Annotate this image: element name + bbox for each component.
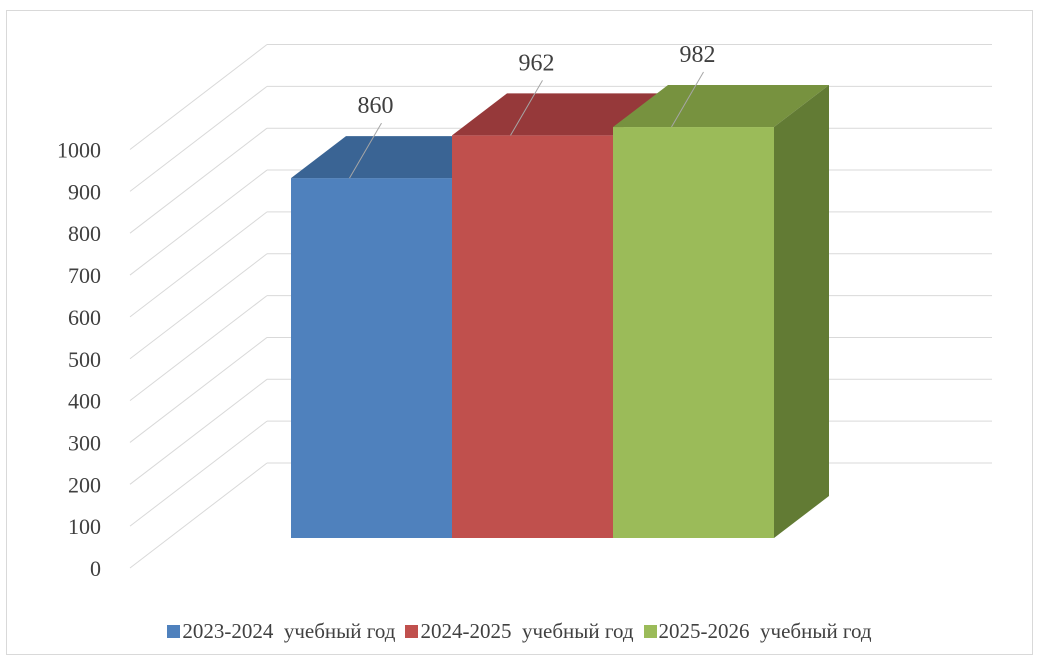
gridline-side-800 bbox=[129, 127, 268, 234]
bar-side-series-3 bbox=[774, 85, 829, 539]
y-tick-label-700: 700 bbox=[68, 263, 101, 288]
gridline-side-1000 bbox=[129, 44, 268, 150]
bar-top-series-3 bbox=[613, 85, 829, 128]
bar-front-series-2 bbox=[452, 135, 613, 538]
y-tick-label-1000: 1000 bbox=[57, 138, 101, 163]
gridline-side-900 bbox=[129, 85, 268, 192]
y-tick-label-300: 300 bbox=[68, 430, 101, 455]
data-label-series-2: 962 bbox=[519, 50, 555, 76]
legend-item-series-2: 2024-2025 учебный год bbox=[405, 618, 634, 644]
gridline-side-500 bbox=[129, 253, 268, 360]
gridline-side-100 bbox=[129, 420, 268, 527]
chart-legend: 2023-2024 учебный год 2024-2025 учебный … bbox=[0, 616, 1039, 646]
gridline-side-600 bbox=[129, 211, 268, 318]
legend-swatch-series-2 bbox=[405, 624, 419, 638]
gridline-side-300 bbox=[129, 337, 268, 443]
legend-label-series-2: 2024-2025 учебный год bbox=[420, 618, 634, 643]
legend-swatch-series-3 bbox=[643, 624, 657, 638]
y-tick-label-200: 200 bbox=[68, 472, 101, 497]
data-label-leader-2 bbox=[510, 80, 543, 136]
gridline-side-200 bbox=[129, 378, 268, 485]
legend-item-series-1: 2023-2024 учебный год bbox=[167, 619, 395, 644]
legend-label-series-3: 2025-2026 учебный год bbox=[658, 618, 872, 643]
data-label-series-3: 982 bbox=[680, 42, 716, 68]
bar-front-series-1 bbox=[291, 178, 452, 538]
gridline-side-0 bbox=[129, 462, 268, 569]
y-tick-label-800: 800 bbox=[68, 221, 101, 246]
gridline-side-700 bbox=[129, 169, 268, 276]
y-tick-label-600: 600 bbox=[68, 305, 101, 330]
data-label-leader-3 bbox=[671, 71, 704, 128]
bar-front-series-3 bbox=[613, 127, 774, 539]
legend-item-series-3: 2025-2026 учебный год bbox=[643, 618, 872, 644]
data-label-leader-1 bbox=[349, 122, 382, 179]
gridline-side-400 bbox=[129, 295, 268, 401]
y-tick-label-400: 400 bbox=[68, 389, 101, 414]
y-tick-label-900: 900 bbox=[68, 179, 101, 204]
legend-swatch-series-1 bbox=[167, 624, 181, 638]
bar-top-series-2 bbox=[452, 93, 668, 136]
y-tick-label-100: 100 bbox=[68, 514, 101, 539]
legend-label-series-1: 2023-2024 учебный год bbox=[182, 618, 396, 643]
data-label-series-1: 860 bbox=[358, 93, 394, 119]
y-tick-label-500: 500 bbox=[68, 347, 101, 372]
y-tick-label-0: 0 bbox=[90, 556, 101, 581]
